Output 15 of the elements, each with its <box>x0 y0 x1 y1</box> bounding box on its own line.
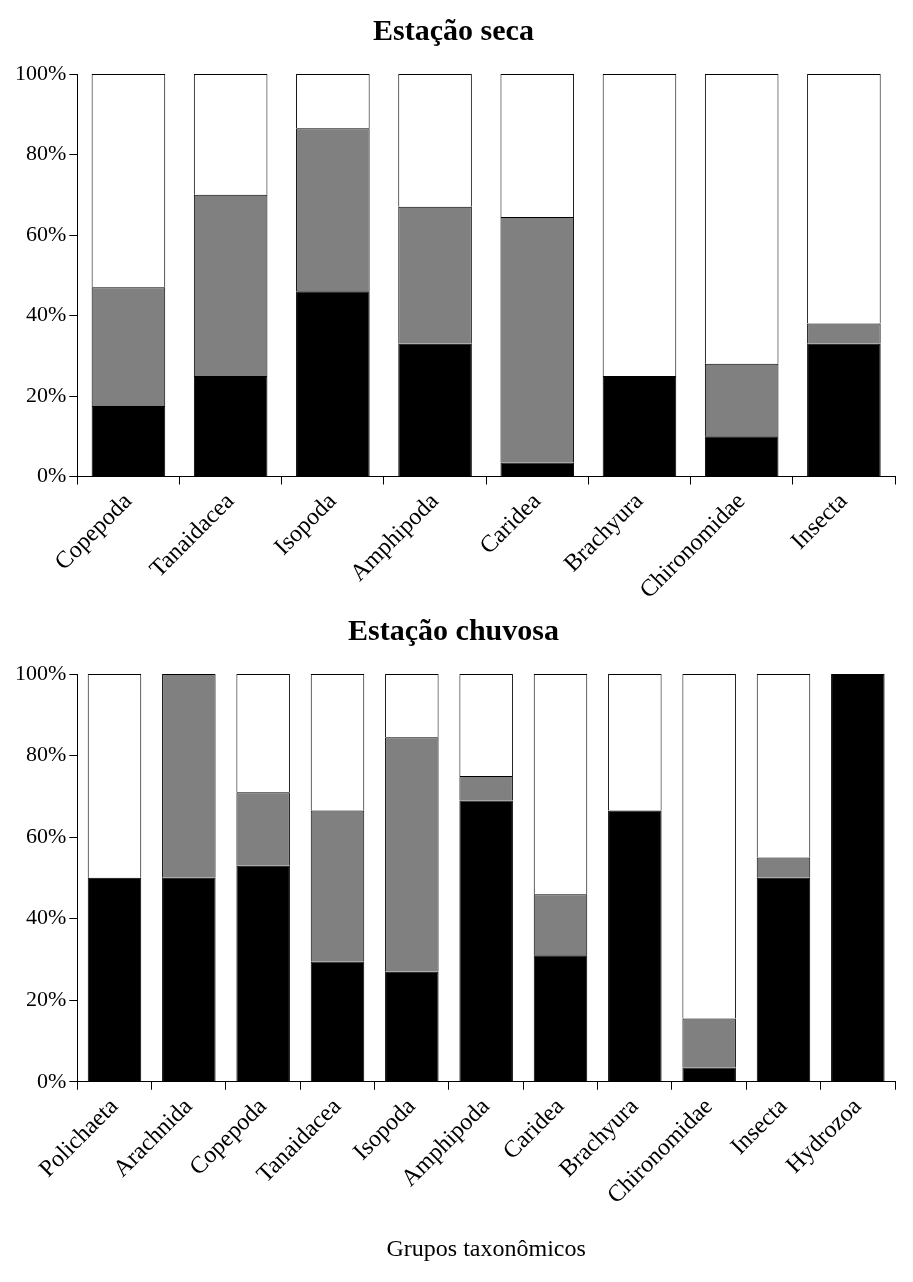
x-axis-title: Grupos taxonômicos <box>386 1234 586 1261</box>
y-tick-label: 60% <box>26 220 67 246</box>
y-tick-label: 0% <box>37 462 67 488</box>
y-tick-label: 80% <box>26 140 67 166</box>
y-tick-label: 20% <box>26 985 67 1011</box>
chart-title: Estação chuvosa <box>348 612 559 646</box>
y-tick-label: 100% <box>15 59 67 85</box>
y-tick-label: 100% <box>15 659 67 685</box>
chart-title: Estação seca <box>373 12 534 46</box>
y-tick-label: 40% <box>26 904 67 930</box>
y-tick-label: 0% <box>37 1067 67 1093</box>
y-tick-label: 40% <box>26 301 67 327</box>
y-tick-label: 60% <box>26 822 67 848</box>
y-tick-label: 80% <box>26 741 67 767</box>
y-tick-label: 20% <box>26 381 67 407</box>
